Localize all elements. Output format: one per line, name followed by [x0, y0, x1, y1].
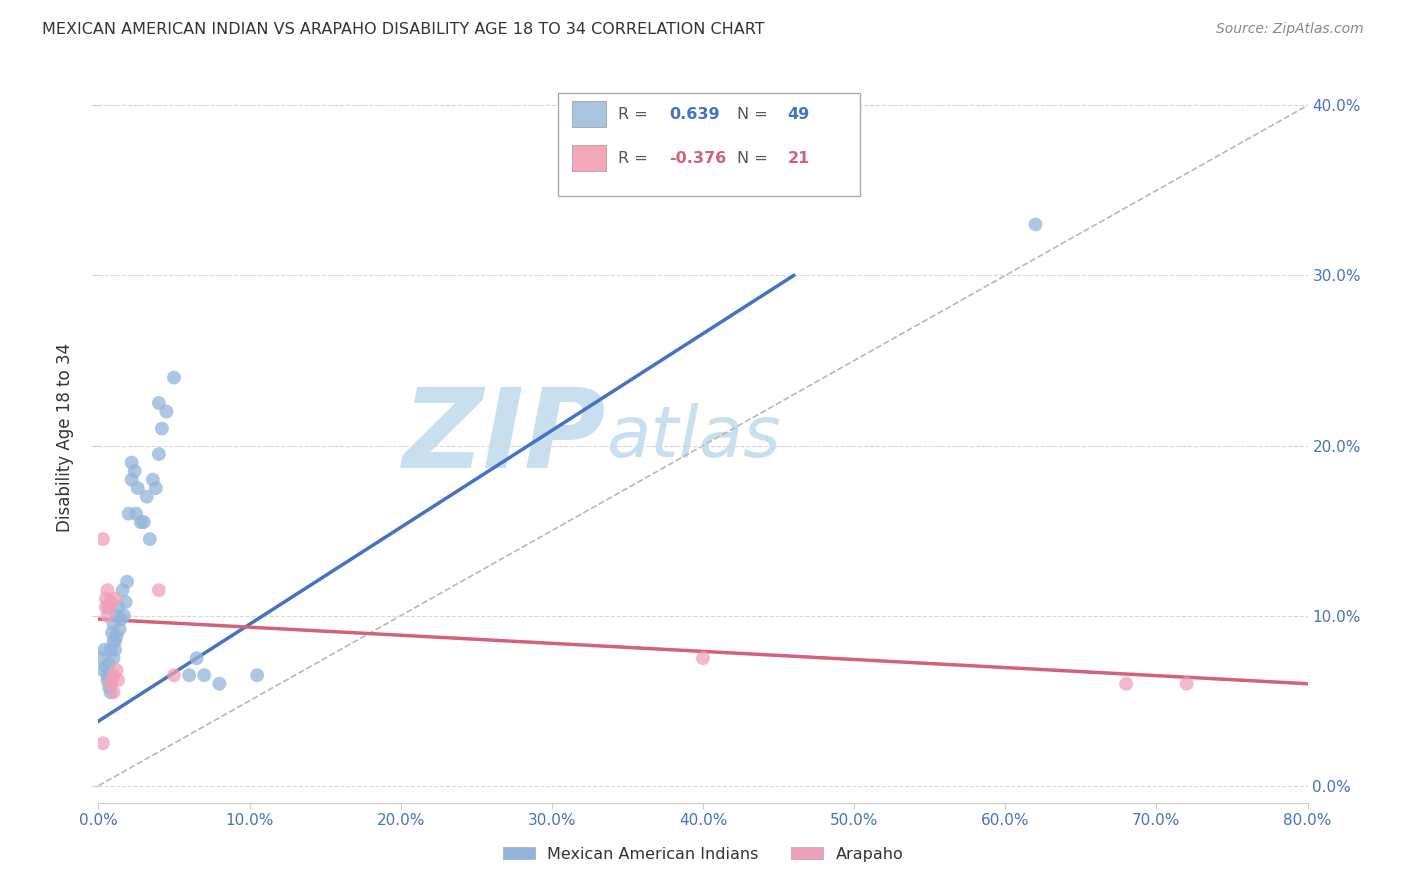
Point: [107, 673, 129, 688]
FancyBboxPatch shape: [558, 94, 860, 195]
Point: [96, 668, 118, 682]
Point: [96, 608, 118, 623]
Point: [98, 600, 121, 615]
Point: [132, 515, 155, 529]
Point: [94, 591, 117, 606]
Point: [110, 612, 132, 626]
Point: [148, 583, 170, 598]
Point: [208, 677, 231, 691]
Text: Source: ZipAtlas.com: Source: ZipAtlas.com: [1216, 22, 1364, 37]
Point: [104, 634, 127, 648]
Text: R =: R =: [619, 107, 648, 122]
Point: [692, 651, 714, 665]
Text: -0.376: -0.376: [669, 151, 727, 166]
Point: [107, 600, 129, 615]
Point: [121, 456, 143, 470]
Point: [115, 574, 138, 589]
Text: 0.639: 0.639: [669, 107, 720, 122]
Point: [148, 447, 170, 461]
Point: [105, 663, 128, 677]
Point: [118, 507, 141, 521]
Point: [129, 515, 152, 529]
Point: [155, 404, 177, 418]
Point: [98, 657, 121, 671]
Point: [96, 583, 118, 598]
Point: [125, 507, 148, 521]
Point: [100, 642, 122, 657]
Point: [100, 595, 122, 609]
Point: [105, 629, 128, 643]
Point: [105, 608, 128, 623]
Point: [163, 370, 186, 384]
Point: [108, 622, 131, 636]
Point: [135, 490, 157, 504]
Point: [142, 473, 165, 487]
Point: [179, 668, 201, 682]
Point: [139, 532, 162, 546]
Point: [101, 625, 124, 640]
Y-axis label: Disability Age 18 to 34: Disability Age 18 to 34: [56, 343, 75, 532]
Text: N =: N =: [737, 107, 768, 122]
Point: [98, 680, 121, 694]
Point: [90, 651, 112, 665]
Bar: [572, 102, 606, 127]
Point: [193, 668, 215, 682]
Point: [101, 672, 124, 686]
Point: [112, 608, 135, 623]
Point: [114, 595, 136, 609]
Point: [103, 634, 125, 648]
Point: [103, 651, 125, 665]
Point: [124, 464, 146, 478]
Point: [93, 642, 115, 657]
Text: 49: 49: [787, 107, 810, 122]
Point: [94, 659, 117, 673]
Point: [103, 617, 125, 632]
Point: [1024, 218, 1046, 232]
Point: [111, 583, 134, 598]
Point: [1175, 677, 1198, 691]
Point: [91, 736, 114, 750]
Point: [121, 473, 143, 487]
Text: R =: R =: [619, 151, 648, 166]
Bar: [572, 145, 606, 171]
Point: [145, 481, 167, 495]
Point: [94, 600, 117, 615]
Point: [104, 642, 127, 657]
Point: [100, 677, 122, 691]
Point: [186, 651, 208, 665]
Point: [101, 673, 124, 688]
Text: 21: 21: [787, 151, 810, 166]
Point: [246, 668, 269, 682]
Text: atlas: atlas: [606, 402, 780, 472]
Text: N =: N =: [737, 151, 768, 166]
Text: MEXICAN AMERICAN INDIAN VS ARAPAHO DISABILITY AGE 18 TO 34 CORRELATION CHART: MEXICAN AMERICAN INDIAN VS ARAPAHO DISAB…: [42, 22, 765, 37]
Point: [150, 421, 173, 435]
Text: ZIP: ZIP: [402, 384, 606, 491]
Point: [96, 673, 118, 688]
Legend: Mexican American Indians, Arapaho: Mexican American Indians, Arapaho: [496, 840, 910, 868]
Point: [1115, 677, 1137, 691]
Point: [127, 481, 149, 495]
Point: [104, 591, 127, 606]
Point: [148, 396, 170, 410]
Point: [91, 663, 114, 677]
Point: [103, 685, 125, 699]
Point: [100, 685, 122, 699]
Point: [163, 668, 186, 682]
Point: [91, 532, 114, 546]
Point: [103, 668, 125, 682]
Point: [98, 600, 121, 615]
